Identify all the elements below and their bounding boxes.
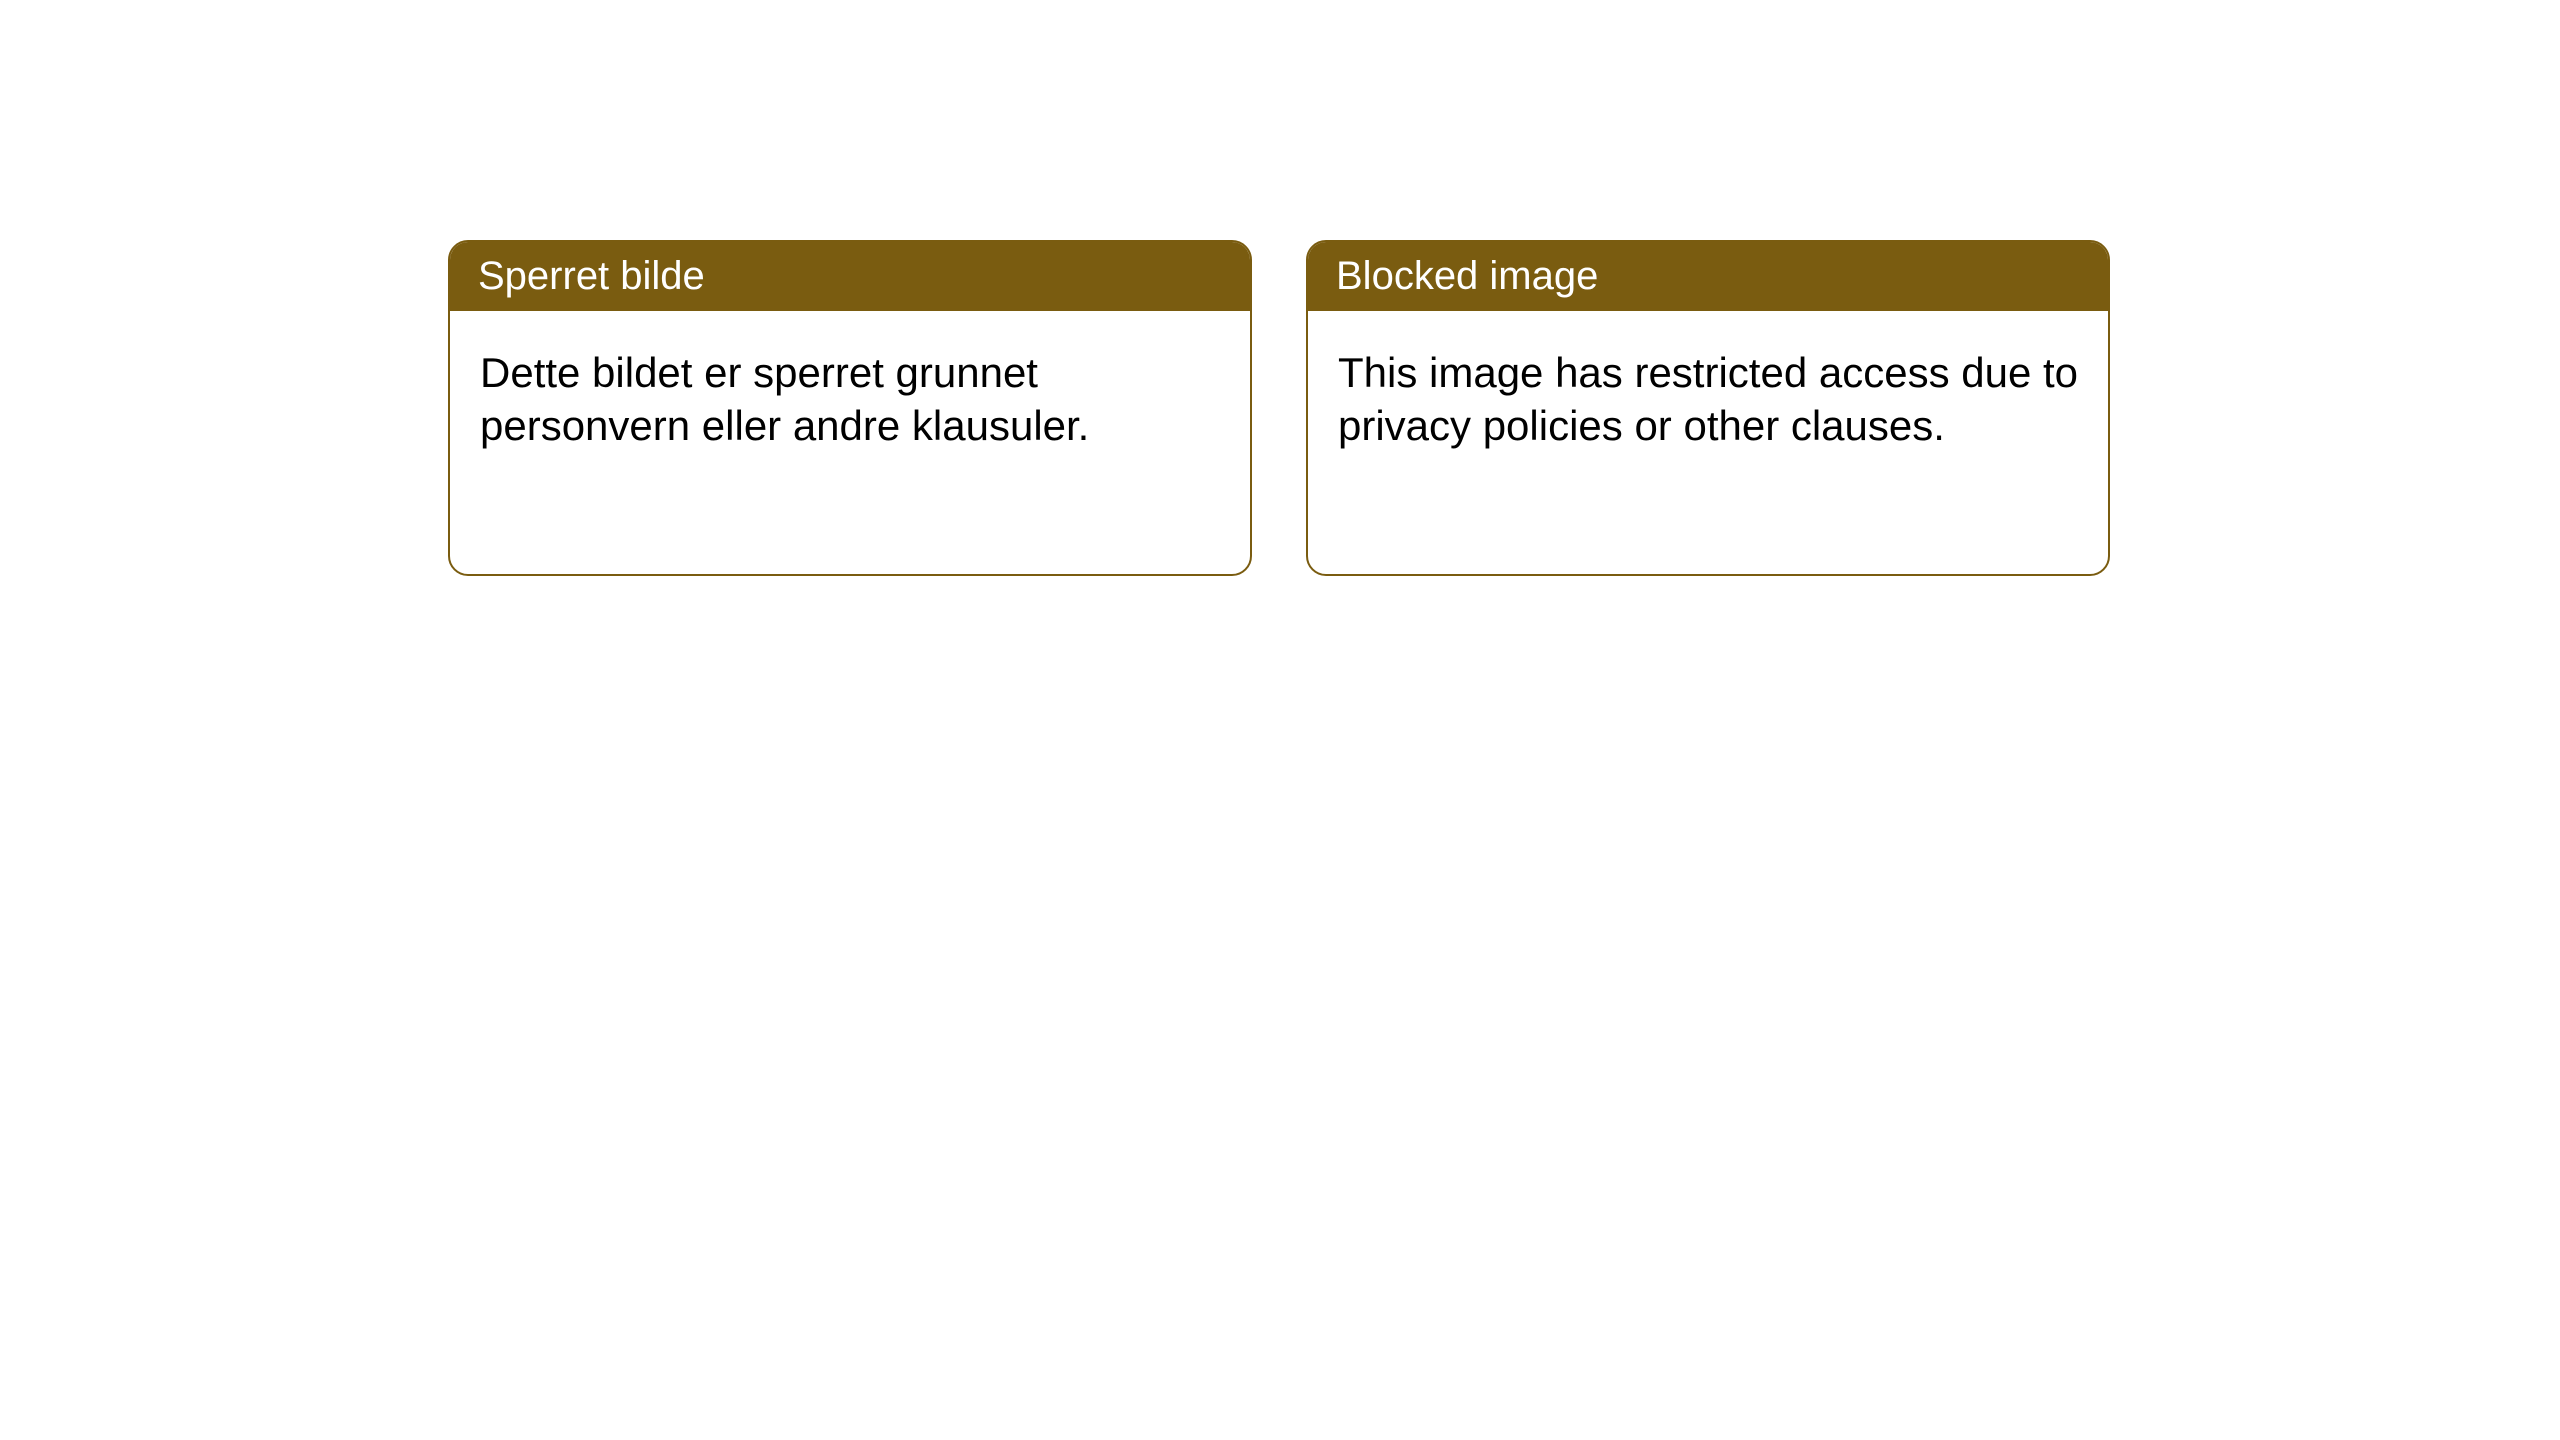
notice-cards-container: Sperret bilde Dette bildet er sperret gr… <box>0 0 2560 576</box>
notice-card-english: Blocked image This image has restricted … <box>1306 240 2110 576</box>
card-body: This image has restricted access due to … <box>1308 311 2108 488</box>
notice-card-norwegian: Sperret bilde Dette bildet er sperret gr… <box>448 240 1252 576</box>
card-header: Blocked image <box>1308 242 2108 311</box>
card-body: Dette bildet er sperret grunnet personve… <box>450 311 1250 488</box>
card-header: Sperret bilde <box>450 242 1250 311</box>
